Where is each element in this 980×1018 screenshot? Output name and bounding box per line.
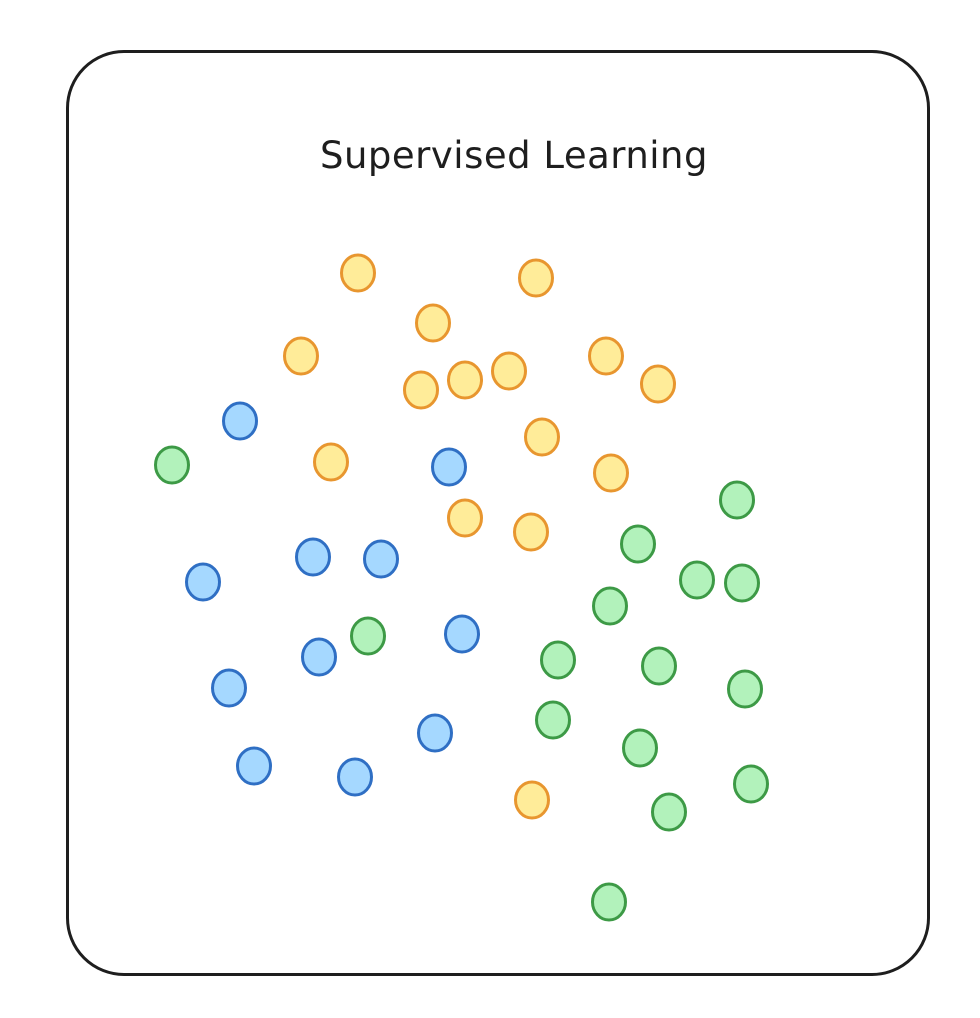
green-point <box>535 700 571 740</box>
blue-point <box>337 757 373 797</box>
green-point <box>727 669 763 709</box>
diagram-title: Supervised Learning <box>320 134 708 177</box>
green-point <box>651 792 687 832</box>
green-point <box>591 882 627 922</box>
orange-point <box>593 453 629 493</box>
orange-point <box>340 253 376 293</box>
green-point <box>622 728 658 768</box>
green-point <box>641 646 677 686</box>
orange-point <box>283 336 319 376</box>
orange-point <box>403 370 439 410</box>
orange-point <box>313 442 349 482</box>
blue-point <box>301 637 337 677</box>
blue-point <box>363 539 399 579</box>
green-point <box>679 560 715 600</box>
orange-point <box>524 417 560 457</box>
green-point <box>620 524 656 564</box>
blue-point <box>295 537 331 577</box>
diagram-frame <box>66 50 930 976</box>
orange-point <box>518 258 554 298</box>
green-point <box>350 616 386 656</box>
blue-point <box>211 668 247 708</box>
orange-point <box>415 303 451 343</box>
orange-point <box>513 512 549 552</box>
orange-point <box>588 336 624 376</box>
blue-point <box>417 713 453 753</box>
green-point <box>719 480 755 520</box>
green-point <box>592 586 628 626</box>
green-point <box>733 764 769 804</box>
green-point <box>540 640 576 680</box>
orange-point <box>640 364 676 404</box>
orange-point <box>514 780 550 820</box>
blue-point <box>431 447 467 487</box>
blue-point <box>444 614 480 654</box>
orange-point <box>491 351 527 391</box>
blue-point <box>185 562 221 602</box>
blue-point <box>236 746 272 786</box>
blue-point <box>222 401 258 441</box>
orange-point <box>447 360 483 400</box>
green-point <box>724 563 760 603</box>
orange-point <box>447 498 483 538</box>
green-point <box>154 445 190 485</box>
